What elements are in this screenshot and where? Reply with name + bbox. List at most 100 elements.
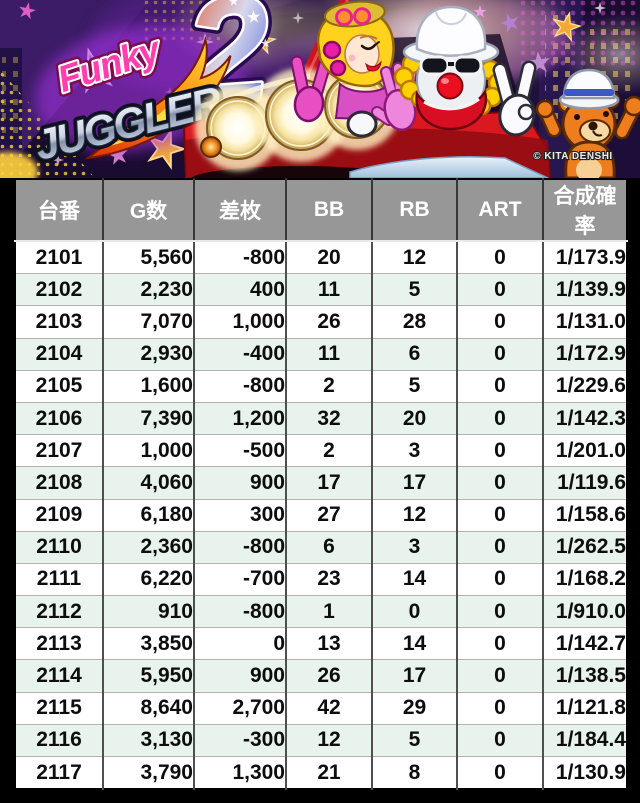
table-cell-dai: 2110 <box>15 530 103 564</box>
table-row[interactable]: 2104 2,930 -400 11 6 0 1/172.9 <box>15 337 627 371</box>
table-cell-rb: 12 <box>371 240 457 274</box>
table-cell-sa: 300 <box>193 498 286 532</box>
table-cell-art: 0 <box>456 434 543 467</box>
table-cell-dai: 2115 <box>15 691 103 725</box>
table-cell-g: 910 <box>102 595 194 628</box>
table-cell-prob: 1/229.6 <box>542 369 627 403</box>
table-cell-bb: 26 <box>285 659 372 693</box>
woman-face <box>344 34 380 74</box>
table-cell-prob: 1/142.3 <box>542 401 627 435</box>
clown-peace-hand <box>492 60 537 137</box>
table-cell-dai: 2108 <box>15 466 103 499</box>
table-row[interactable]: 2111 6,220 -700 23 14 0 1/168.2 <box>15 562 627 596</box>
table-cell-g: 2,230 <box>102 273 194 306</box>
table-cell-g: 6,180 <box>102 498 194 532</box>
table-cell-prob: 1/119.6 <box>542 466 627 499</box>
table-cell-art: 0 <box>456 240 543 274</box>
table-cell-art: 0 <box>456 723 543 757</box>
table-cell-art: 0 <box>456 562 543 596</box>
table-row[interactable]: 2108 4,060 900 17 17 0 1/119.6 <box>15 466 627 499</box>
table-cell-rb: 5 <box>371 273 457 306</box>
table-cell-sa: -800 <box>193 369 286 403</box>
table-cell-dai: 2105 <box>15 369 103 403</box>
table-header-row: 台番 G数 差枚 BB RB ART 合成確率 <box>15 179 627 242</box>
table-row[interactable]: 2110 2,360 -800 6 3 0 1/262.5 <box>15 530 627 564</box>
table-cell-sa: -800 <box>193 595 286 628</box>
table-row[interactable]: 2107 1,000 -500 2 3 0 1/201.0 <box>15 434 627 467</box>
table-cell-bb: 27 <box>285 498 372 532</box>
table-row[interactable]: 2105 1,600 -800 2 5 0 1/229.6 <box>15 369 627 403</box>
table-row[interactable]: 2112 910 -800 1 0 0 1/910.0 <box>15 595 627 628</box>
table-cell-rb: 3 <box>371 530 457 564</box>
table-cell-sa: -400 <box>193 337 286 371</box>
table-cell-bb: 42 <box>285 691 372 725</box>
table-cell-art: 0 <box>456 466 543 499</box>
table-cell-bb: 11 <box>285 273 372 306</box>
table-row[interactable]: 2109 6,180 300 27 12 0 1/158.6 <box>15 498 627 532</box>
table-cell-sa: 1,000 <box>193 305 286 339</box>
table-cell-prob: 1/130.9 <box>542 756 627 790</box>
table-cell-sa: -700 <box>193 562 286 596</box>
table-cell-dai: 2107 <box>15 434 103 467</box>
table-cell-sa: 900 <box>193 466 286 499</box>
table-cell-dai: 2103 <box>15 305 103 339</box>
table-cell-rb: 17 <box>371 659 457 693</box>
copyright-text: © KITA DENSHI <box>533 151 612 162</box>
woman-earmuff <box>322 40 342 60</box>
table-cell-g: 2,360 <box>102 530 194 564</box>
column-header-bb: BB <box>285 179 372 242</box>
table-cell-rb: 28 <box>371 305 457 339</box>
table-cell-bb: 6 <box>285 530 372 564</box>
table-cell-prob: 1/142.7 <box>542 627 627 660</box>
table-cell-dai: 2116 <box>15 723 103 757</box>
table-cell-prob: 1/172.9 <box>542 337 627 371</box>
table-cell-art: 0 <box>456 691 543 725</box>
column-header-art: ART <box>456 179 543 242</box>
table-cell-sa: -300 <box>193 723 286 757</box>
table-cell-rb: 6 <box>371 337 457 371</box>
table-cell-rb: 14 <box>371 627 457 660</box>
table-cell-art: 0 <box>456 273 543 306</box>
table-row[interactable]: 2115 8,640 2,700 42 29 0 1/121.8 <box>15 691 627 725</box>
table-cell-g: 7,070 <box>102 305 194 339</box>
table-cell-dai: 2106 <box>15 401 103 435</box>
table-cell-prob: 1/138.5 <box>542 659 627 693</box>
table-row[interactable]: 2116 3,130 -300 12 5 0 1/184.4 <box>15 723 627 757</box>
clown-character <box>346 5 537 138</box>
table-row[interactable]: 2103 7,070 1,000 26 28 0 1/131.0 <box>15 305 627 339</box>
table-cell-dai: 2109 <box>15 498 103 532</box>
table-cell-bb: 12 <box>285 723 372 757</box>
table-cell-dai: 2113 <box>15 627 103 660</box>
table-row[interactable]: 2102 2,230 400 11 5 0 1/139.9 <box>15 273 627 306</box>
table-row[interactable]: 2106 7,390 1,200 32 20 0 1/142.3 <box>15 401 627 435</box>
table-cell-art: 0 <box>456 401 543 435</box>
table-cell-bb: 2 <box>285 369 372 403</box>
table-cell-prob: 1/184.4 <box>542 723 627 757</box>
machine-data-table: 台番 G数 差枚 BB RB ART 合成確率 2101 5,560 -800 20 1… <box>14 178 628 791</box>
bear-mascot <box>535 68 640 178</box>
table-cell-art: 0 <box>456 756 543 790</box>
table-cell-dai: 2102 <box>15 273 103 306</box>
table-cell-bb: 2 <box>285 434 372 467</box>
table-cell-g: 3,130 <box>102 723 194 757</box>
table-row[interactable]: 2113 3,850 0 13 14 0 1/142.7 <box>15 627 627 660</box>
table-cell-rb: 20 <box>371 401 457 435</box>
table-cell-g: 1,000 <box>102 434 194 467</box>
table-cell-art: 0 <box>456 305 543 339</box>
table-cell-rb: 29 <box>371 691 457 725</box>
table-row[interactable]: 2117 3,790 1,300 21 8 0 1/130.9 <box>15 756 627 790</box>
table-cell-dai: 2111 <box>15 562 103 596</box>
table-cell-g: 5,950 <box>102 659 194 693</box>
table-row[interactable]: 2114 5,950 900 26 17 0 1/138.5 <box>15 659 627 693</box>
table-cell-prob: 1/158.6 <box>542 498 627 532</box>
table-cell-sa: -800 <box>193 530 286 564</box>
table-cell-bb: 32 <box>285 401 372 435</box>
table-cell-sa: 2,700 <box>193 691 286 725</box>
table-cell-g: 3,850 <box>102 627 194 660</box>
table-row[interactable]: 2101 5,560 -800 20 12 0 1/173.9 <box>15 240 627 274</box>
clown-sunglasses <box>419 55 483 76</box>
logo-flame <box>84 35 232 160</box>
table-cell-g: 8,640 <box>102 691 194 725</box>
table-cell-sa: 400 <box>193 273 286 306</box>
clown-nose <box>436 72 464 100</box>
